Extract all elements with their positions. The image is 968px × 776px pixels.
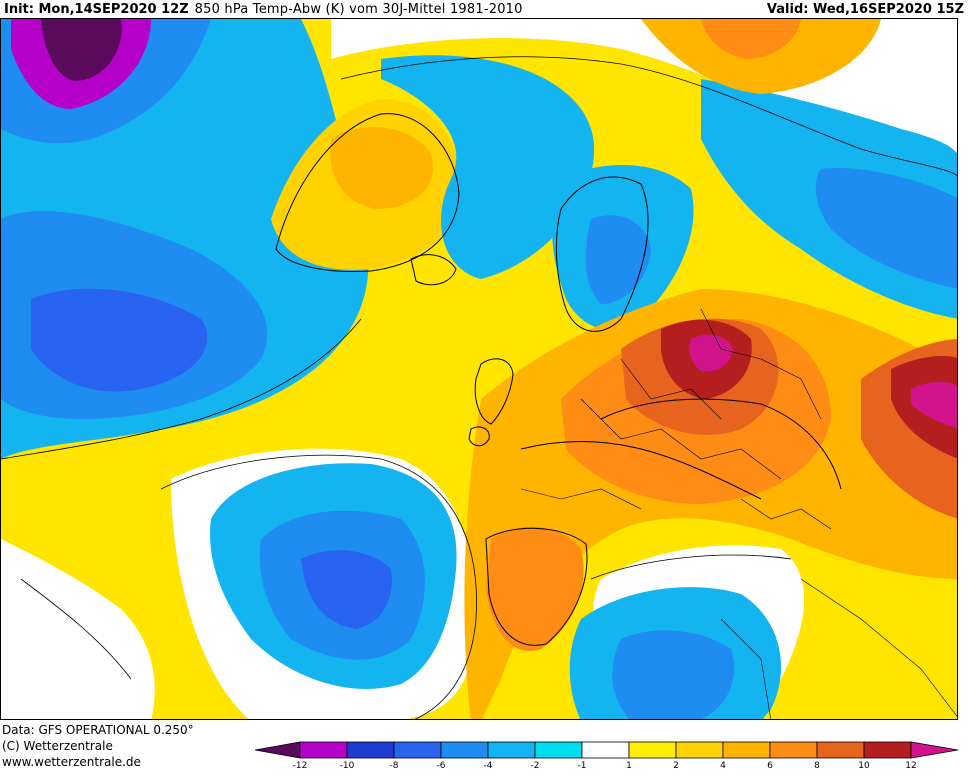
anomaly-map-canvas xyxy=(1,19,957,719)
cold-anomaly-labrador-inner xyxy=(31,288,208,392)
website-label: www.wetterzentrale.de xyxy=(2,755,141,769)
header-bar: Init: Mon,14SEP2020 12Z 850 hPa Temp-Abw… xyxy=(0,0,968,18)
data-source-label: Data: GFS OPERATIONAL 0.250° xyxy=(2,723,194,737)
legend-tick-label: 12 xyxy=(905,761,917,771)
cold-anomaly-nw-max xyxy=(41,19,122,81)
legend-tick-label: 4 xyxy=(720,761,726,771)
legend-tick-label: -4 xyxy=(483,761,493,771)
legend-swatch-8 xyxy=(628,741,677,759)
legend-tick-label: -10 xyxy=(339,761,355,771)
legend-swatch-11 xyxy=(769,741,818,759)
legend-swatch-above-max xyxy=(910,741,959,759)
warm-anomaly-barents-core xyxy=(701,19,801,59)
warm-anomaly-iberia xyxy=(486,526,584,651)
legend-swatch-9 xyxy=(675,741,724,759)
credits: Data: GFS OPERATIONAL 0.250° (C) Wetterz… xyxy=(2,722,194,770)
warm-anomaly-greenland-core xyxy=(330,127,433,209)
init-time: Init: Mon,14SEP2020 12Z xyxy=(4,1,189,17)
color-legend-bar xyxy=(255,741,959,759)
legend-swatch-13 xyxy=(863,741,912,759)
country-borders xyxy=(520,308,957,719)
legend-tick-label: 10 xyxy=(858,761,870,771)
legend-tick-label: 6 xyxy=(767,761,773,771)
legend-tick-label: 2 xyxy=(673,761,679,771)
legend-swatch-1 xyxy=(299,741,348,759)
anomaly-map xyxy=(0,18,958,720)
legend-tick-label: -12 xyxy=(292,761,308,771)
legend-swatch-below-min xyxy=(255,741,301,759)
footer: Data: GFS OPERATIONAL 0.250° (C) Wetterz… xyxy=(0,720,968,776)
warm-anomaly-east-peak xyxy=(911,382,957,429)
legend-tick-label: -8 xyxy=(389,761,399,771)
legend-tick-label: -2 xyxy=(530,761,540,771)
legend-swatch-2 xyxy=(346,741,395,759)
legend-swatch-4 xyxy=(440,741,489,759)
legend-swatch-5 xyxy=(487,741,536,759)
legend-swatch-10 xyxy=(722,741,771,759)
warm-anomaly-europe-peak xyxy=(689,334,733,372)
cold-anomaly-north-africa-core xyxy=(612,630,735,719)
anomaly-zero-contours xyxy=(1,56,957,719)
copyright-label: (C) Wetterzentrale xyxy=(2,739,113,753)
coastlines xyxy=(275,113,842,646)
legend-tick-label: -6 xyxy=(436,761,446,771)
valid-time: Valid: Wed,16SEP2020 15Z xyxy=(766,1,964,17)
legend-swatch-6 xyxy=(534,741,583,759)
cold-anomaly-scandinavia-core xyxy=(585,215,651,304)
legend-tick-label: -1 xyxy=(577,761,587,771)
cold-anomaly-arctic xyxy=(381,55,595,279)
color-legend: -12 -10 -8 -6 -4 -2 -1 1 2 4 6 8 10 12 xyxy=(255,740,960,776)
legend-swatch-12 xyxy=(816,741,865,759)
legend-tick-label: 1 xyxy=(626,761,632,771)
map-title: 850 hPa Temp-Abw (K) vom 30J-Mittel 1981… xyxy=(194,1,523,17)
near-zero-zone-west xyxy=(1,539,155,719)
cold-anomaly-russia-core xyxy=(815,168,957,289)
legend-tick-label: 8 xyxy=(814,761,820,771)
cold-anomaly-atlantic-inner xyxy=(301,550,392,629)
legend-swatch-3 xyxy=(393,741,442,759)
legend-swatch-7 xyxy=(581,741,630,759)
